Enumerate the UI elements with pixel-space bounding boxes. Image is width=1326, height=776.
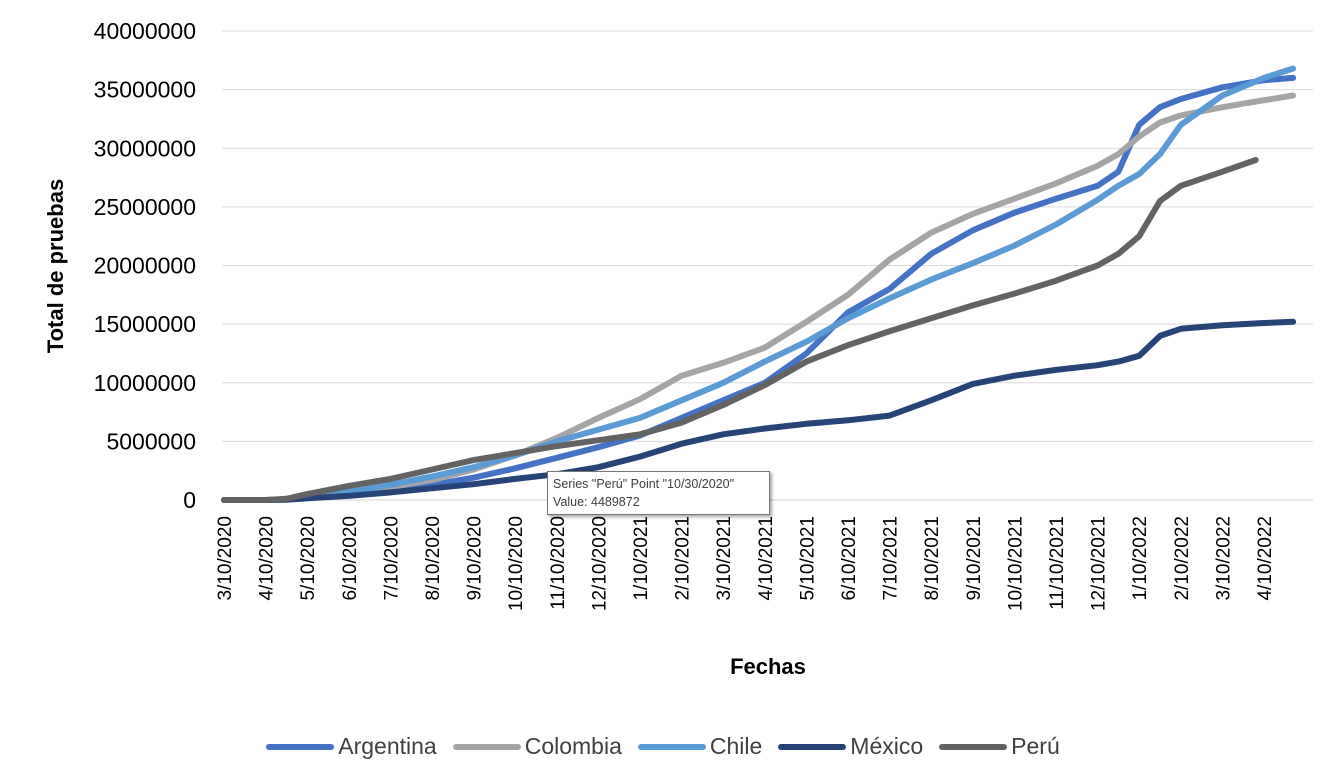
x-axis-title: Fechas: [730, 654, 806, 679]
tooltip-value: Value: 4489872: [553, 495, 640, 509]
x-tick-label: 12/10/2021: [1089, 516, 1110, 611]
x-tick-label: 10/10/2021: [1005, 516, 1026, 611]
y-axis-tick-labels: 0 5000000 10000000 15000000 20000000 25000000…: [94, 18, 196, 513]
legend-swatch: [939, 743, 1008, 750]
x-tick-label: 9/10/2021: [964, 516, 985, 601]
legend-swatch: [637, 743, 706, 750]
legend-label: México: [850, 733, 924, 759]
x-tick-label: 5/10/2020: [298, 516, 319, 601]
y-tick-label: 10000000: [94, 370, 196, 396]
y-tick-label: 25000000: [94, 194, 196, 220]
x-tick-label: 12/10/2020: [589, 516, 610, 611]
chart-legend: Argentina Colombia Chile México Perú: [0, 733, 1326, 760]
legend-swatch: [266, 743, 335, 750]
x-tick-label: 1/10/2022: [1130, 516, 1151, 601]
series-line-colombia[interactable]: [221, 92, 1297, 503]
x-tick-label: 7/10/2021: [881, 516, 902, 601]
x-tick-label: 9/10/2020: [465, 516, 486, 601]
gridlines: [222, 30, 1313, 501]
x-tick-label: 2/10/2022: [1172, 516, 1193, 601]
y-tick-label: 40000000: [94, 18, 196, 44]
x-tick-label: 2/10/2021: [673, 516, 694, 601]
x-tick-label: 1/10/2021: [631, 516, 652, 601]
y-tick-label: 0: [183, 487, 196, 513]
data-point-tooltip: Series "Perú" Point "10/30/2020" Value: …: [547, 471, 770, 515]
tooltip-series-point: Series "Perú" Point "10/30/2020": [553, 477, 735, 491]
x-tick-label: 8/10/2020: [423, 516, 444, 601]
legend-label: Perú: [1011, 733, 1060, 759]
x-tick-label: 11/10/2020: [548, 516, 569, 610]
y-axis-title: Total de pruebas: [43, 179, 68, 353]
legend-label: Colombia: [524, 733, 622, 759]
legend-item[interactable]: Colombia: [452, 733, 622, 760]
legend-swatch: [452, 743, 521, 750]
legend-item[interactable]: México: [778, 733, 923, 760]
x-tick-label: 4/10/2020: [257, 516, 278, 601]
y-tick-label: 35000000: [94, 77, 196, 103]
legend-label: Chile: [709, 733, 763, 759]
x-tick-label: 11/10/2021: [1047, 516, 1068, 610]
series-line-méxico[interactable]: [221, 318, 1297, 503]
x-tick-label: 3/10/2021: [714, 516, 735, 601]
x-tick-label: 5/10/2021: [797, 516, 818, 601]
series-lines: [221, 65, 1297, 503]
legend-item[interactable]: Chile: [637, 733, 763, 760]
x-tick-label: 10/10/2020: [506, 516, 527, 611]
x-tick-label: 4/10/2021: [756, 516, 777, 601]
x-tick-label: 6/10/2020: [340, 516, 361, 601]
x-tick-label: 8/10/2021: [922, 516, 943, 601]
x-tick-label: 3/10/2020: [215, 516, 236, 601]
series-line-perú[interactable]: [221, 157, 1259, 503]
y-tick-label: 20000000: [94, 253, 196, 279]
x-tick-label: 6/10/2021: [839, 516, 860, 601]
x-tick-label: 7/10/2020: [381, 516, 402, 601]
legend-item[interactable]: Argentina: [266, 733, 437, 760]
legend-item[interactable]: Perú: [939, 733, 1060, 760]
x-tick-label: 4/10/2022: [1255, 516, 1276, 601]
y-tick-label: 15000000: [94, 311, 196, 337]
legend-label: Argentina: [338, 733, 437, 759]
x-tick-label: 3/10/2022: [1213, 516, 1234, 601]
y-tick-label: 5000000: [106, 428, 196, 454]
series-line-chile[interactable]: [221, 65, 1297, 503]
legend-swatch: [778, 743, 847, 750]
x-axis-tick-labels: 3/10/2020 4/10/2020 5/10/2020 6/10/2020 7/10…: [215, 516, 1276, 611]
y-tick-label: 30000000: [94, 135, 196, 161]
